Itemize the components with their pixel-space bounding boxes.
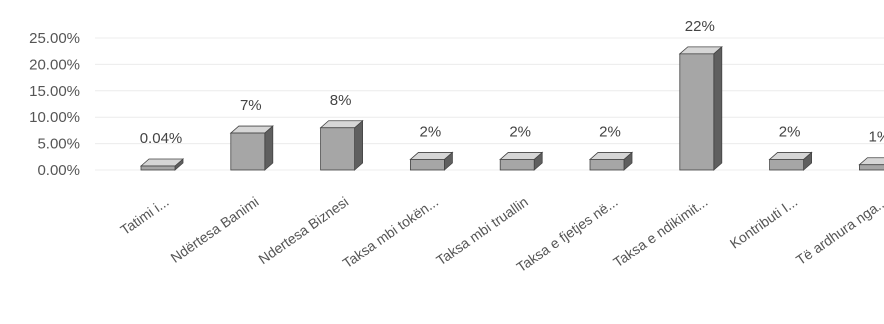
data-label: 2% <box>509 123 531 140</box>
data-label: 0.04% <box>140 130 183 147</box>
data-label: 22% <box>685 18 715 35</box>
bar <box>139 158 185 171</box>
data-label: 1% <box>869 129 884 146</box>
y-tick-label: 5.00% <box>37 136 80 153</box>
y-tick-label: 25.00% <box>29 30 80 47</box>
x-tick-label: Tatimi i... <box>117 193 171 238</box>
bars <box>139 45 884 171</box>
x-tick-label: Taksa mbi tokën... <box>340 193 442 271</box>
bar <box>319 119 364 171</box>
bar <box>499 151 544 171</box>
bar <box>409 151 454 171</box>
bar <box>768 151 813 171</box>
y-tick-label: 15.00% <box>29 83 80 100</box>
y-tick-label: 20.00% <box>29 56 80 73</box>
y-axis-ticks: 0.00% 5.00% 10.00% 15.00% 20.00% 25.00% <box>29 30 80 179</box>
data-labels: 0.04% 7% 8% 2% 2% 2% 22% 2% 1% <box>140 18 884 147</box>
bar <box>858 157 884 171</box>
data-label: 2% <box>599 123 621 140</box>
bar <box>229 125 274 171</box>
data-label: 8% <box>330 92 352 109</box>
x-tick-label: Ndertesa Biznesi <box>255 193 351 267</box>
x-tick-label: Taksa e ndikimit... <box>610 193 710 270</box>
x-tick-label: Taksa mbi truallin <box>433 193 531 268</box>
y-tick-label: 10.00% <box>29 109 80 126</box>
y-tick-label: 0.00% <box>37 162 80 179</box>
x-tick-label: Të ardhura nga... <box>793 193 884 268</box>
x-tick-label: Kontributi I... <box>727 193 801 251</box>
data-label: 2% <box>420 123 442 140</box>
data-label: 2% <box>779 123 801 140</box>
bar <box>678 45 723 171</box>
x-tick-label: Ndërtesa Banimi <box>168 193 262 265</box>
data-label: 7% <box>240 97 262 114</box>
gridlines <box>95 37 884 171</box>
bar <box>588 151 634 171</box>
